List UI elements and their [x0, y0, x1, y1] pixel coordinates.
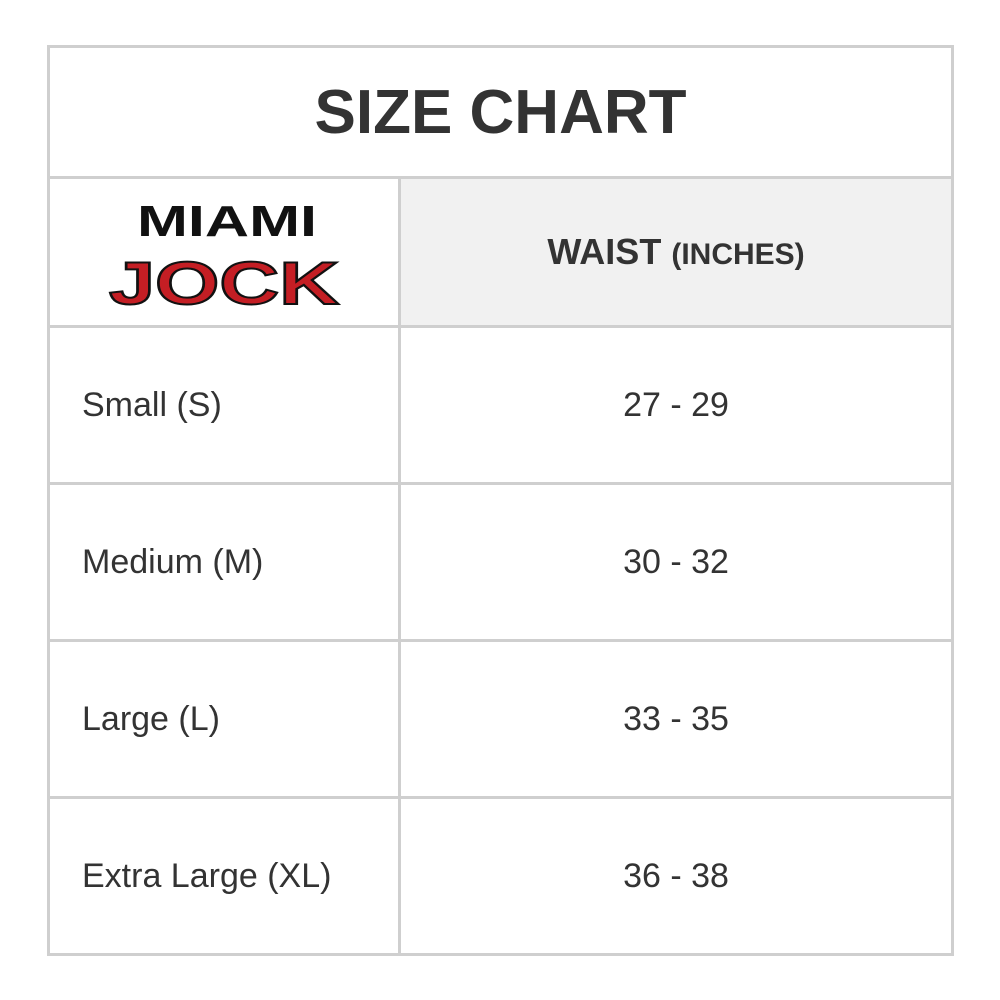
page-title: SIZE CHART: [47, 45, 954, 179]
waist-column-header: WAIST (INCHES): [398, 176, 954, 328]
table-row: Extra Large (XL) 36 - 38: [47, 796, 954, 956]
size-cell: Medium (M): [47, 482, 401, 642]
brand-logo: MIAMI JOCK: [47, 176, 401, 328]
size-cell: Small (S): [47, 325, 401, 485]
size-cell: Large (L): [47, 639, 401, 799]
table-row: Large (L) 33 - 35: [47, 639, 954, 799]
unit-label: (INCHES): [671, 238, 805, 271]
logo-line2: JOCK: [109, 250, 339, 314]
miami-jock-logo: MIAMI JOCK: [108, 197, 340, 314]
size-chart-table: SIZE CHART MIAMI JOCK WAIST (INCHES) Sma…: [47, 45, 954, 956]
size-cell: Extra Large (XL): [47, 796, 401, 956]
waist-cell: 33 - 35: [398, 639, 954, 799]
table-row: Medium (M) 30 - 32: [47, 482, 954, 642]
table-row: Small (S) 27 - 29: [47, 325, 954, 485]
waist-cell: 27 - 29: [398, 325, 954, 485]
waist-cell: 36 - 38: [398, 796, 954, 956]
waist-cell: 30 - 32: [398, 482, 954, 642]
logo-line1: MIAMI: [137, 197, 317, 246]
waist-label: WAIST: [547, 231, 662, 272]
